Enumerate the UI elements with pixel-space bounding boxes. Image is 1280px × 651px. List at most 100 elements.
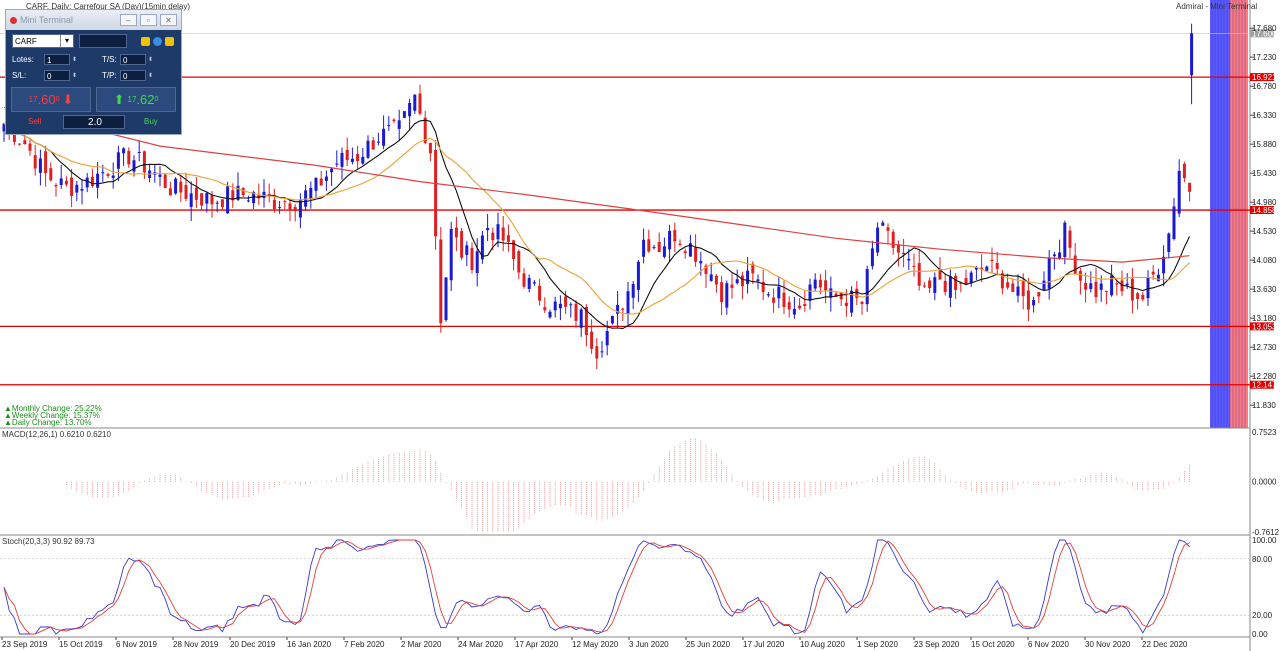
- candle-body: [241, 188, 245, 196]
- candle-body: [304, 190, 308, 207]
- candle-body: [184, 185, 188, 199]
- candle-body: [1146, 277, 1150, 299]
- link-icon[interactable]: [141, 36, 150, 46]
- price-tick-label: 13.180: [1252, 314, 1277, 323]
- candle-body: [813, 279, 817, 289]
- candle-body: [636, 261, 640, 290]
- candle-body: [361, 156, 365, 164]
- date-tick-label: 16 Jan 2020: [287, 640, 332, 649]
- price-tick-label: 13.630: [1252, 285, 1277, 294]
- candle-body: [772, 297, 776, 303]
- ts-input[interactable]: 0: [120, 54, 146, 65]
- candle-body: [116, 152, 120, 169]
- candle-body: [1078, 270, 1082, 281]
- candle-body: [330, 168, 334, 173]
- candle-body: [876, 227, 880, 253]
- lots-stepper-icon[interactable]: ⬍: [72, 57, 78, 63]
- date-tick-label: 22 Dec 2020: [1142, 640, 1188, 649]
- candle-body: [465, 245, 469, 255]
- candle-body: [787, 302, 791, 310]
- candle-body: [1073, 255, 1077, 274]
- candle-body: [444, 277, 448, 321]
- maximize-button[interactable]: ▫: [140, 14, 157, 26]
- candle-body: [922, 285, 926, 287]
- candle-body: [1032, 300, 1036, 306]
- candle-body: [1125, 283, 1129, 286]
- candle-body: [475, 251, 479, 274]
- date-tick-label: 1 Sep 2020: [857, 640, 898, 649]
- candle-body: [220, 199, 224, 208]
- sl-input[interactable]: 0: [44, 70, 70, 81]
- lots-input[interactable]: 1: [44, 54, 70, 65]
- candle-body: [449, 228, 453, 281]
- candle-body: [38, 158, 42, 173]
- sl-stepper-icon[interactable]: ⬍: [72, 73, 78, 79]
- candle-body: [995, 262, 999, 269]
- candle-body: [1136, 293, 1140, 299]
- candle-body: [761, 281, 765, 293]
- candle-body: [460, 231, 464, 258]
- candle-body: [392, 119, 396, 122]
- candle-body: [262, 191, 266, 199]
- macd-tick-label: -0.7612: [1252, 528, 1280, 537]
- tp-input[interactable]: 0: [120, 70, 146, 81]
- candle-body: [309, 187, 313, 199]
- candle-body: [704, 265, 708, 275]
- candle-body: [376, 141, 380, 143]
- candle-body: [740, 275, 744, 287]
- close-button[interactable]: ✕: [160, 14, 177, 26]
- mini-terminal[interactable]: Mini Terminal – ▫ ✕ CARF ▾ Lotes: 1 ⬍ T/…: [5, 9, 182, 135]
- sell-price-button[interactable]: 17.60 0 ⬇: [11, 87, 91, 112]
- ts-stepper-icon[interactable]: ⬍: [148, 57, 154, 63]
- candle-body: [959, 282, 963, 284]
- minimize-button[interactable]: –: [120, 14, 137, 26]
- tp-stepper-icon[interactable]: ⬍: [148, 73, 154, 79]
- candle-body: [293, 207, 297, 212]
- buy-button[interactable]: Buy: [144, 117, 158, 126]
- candle-body: [189, 193, 193, 207]
- level-price-tag: 16.921: [1252, 73, 1277, 82]
- candle-body: [668, 230, 672, 250]
- candle-body: [517, 251, 521, 273]
- candle-body: [1167, 233, 1171, 252]
- candle-body: [969, 272, 973, 284]
- candle-body: [985, 266, 989, 271]
- candle-body: [948, 276, 952, 298]
- sell-button[interactable]: Sell: [28, 117, 42, 126]
- candle-body: [683, 251, 687, 253]
- svg-text:▲Monthly Change: 25.22%: ▲Monthly Change: 25.22%: [4, 404, 102, 413]
- price-tick-label: 16.780: [1252, 82, 1277, 91]
- candle-body: [938, 270, 942, 280]
- symbol-select[interactable]: CARF ▾: [12, 34, 74, 48]
- candle-body: [917, 263, 921, 286]
- candle-body: [23, 140, 27, 145]
- candle-body: [1052, 254, 1056, 257]
- price-tick-label: 17.680: [1252, 24, 1277, 33]
- chevron-down-icon: ▾: [60, 35, 73, 47]
- candle-body: [231, 190, 235, 201]
- weekly-change: Weekly Change: 15.37%: [12, 411, 100, 420]
- candle-body: [423, 117, 427, 143]
- price-tick-label: 15.880: [1252, 140, 1277, 149]
- settings-icon[interactable]: [153, 36, 162, 46]
- candle-body: [335, 163, 339, 165]
- candle-body: [678, 243, 682, 245]
- candle-body: [402, 111, 406, 118]
- price-axis: 17.680 17.230 16.780 16.330 15.880 15.430 14.9…: [1250, 24, 1277, 410]
- candle-body: [907, 258, 911, 261]
- stoch-d-line: [3, 539, 1190, 635]
- mini-terminal-titlebar[interactable]: Mini Terminal – ▫ ✕: [6, 10, 181, 30]
- candle-body: [584, 306, 588, 336]
- candle-body: [595, 346, 599, 359]
- candle-body: [569, 304, 573, 306]
- date-tick-label: 28 Nov 2019: [173, 640, 219, 649]
- candle-body: [428, 142, 432, 154]
- broker-label: Admiral - Mini Terminal: [1176, 2, 1257, 11]
- buy-price-button[interactable]: ⬆ 17.62 0: [96, 87, 176, 112]
- candle-body: [387, 125, 391, 127]
- alert-icon[interactable]: [165, 36, 174, 46]
- candle-body: [865, 269, 869, 305]
- candle-body: [288, 203, 292, 211]
- svg-text:▲Weekly Change: 15.37%: ▲Weekly Change: 15.37%: [4, 411, 100, 420]
- level-price-tag: 12.147: [1252, 381, 1277, 390]
